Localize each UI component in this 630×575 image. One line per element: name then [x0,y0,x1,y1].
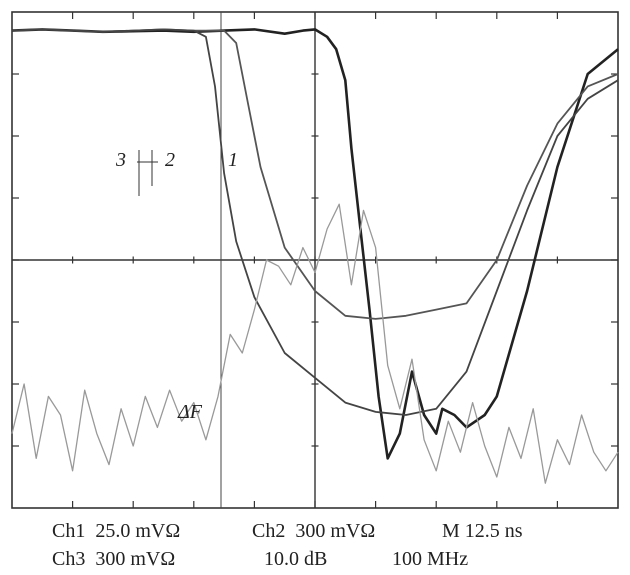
trace-label-1: 1 [228,149,238,171]
trace-label-3: 3 [115,149,126,171]
graticule-ticks [12,12,618,508]
readout-timebase: M 12.5 ns [442,520,523,542]
trace-ref [11,203,619,484]
delta-f-label: ΔF [177,401,203,423]
readout-ch1: Ch1 25.0 mVΩ [52,520,181,542]
readout-ch2: Ch2 300 mVΩ [252,520,376,542]
readout-ch3: Ch3 300 mVΩ [52,548,176,570]
trace-label-2: 2 [165,149,175,171]
readout-bandwidth: 100 MHz [392,548,469,570]
trace-layer [11,28,619,484]
readout-attenuation: 10.0 dB [264,548,328,570]
trace-3 [11,28,619,416]
